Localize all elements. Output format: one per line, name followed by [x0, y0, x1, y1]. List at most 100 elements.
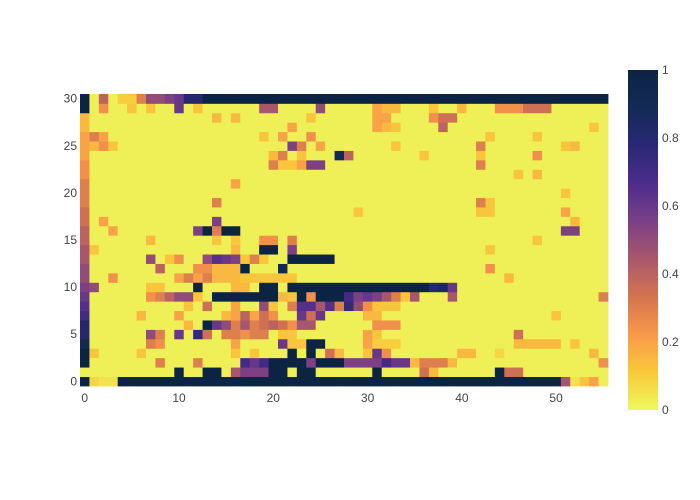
- heatmap-cell: [438, 348, 449, 359]
- heatmap-cell: [494, 197, 505, 208]
- heatmap-cell: [438, 188, 449, 199]
- heatmap-cell: [127, 291, 137, 302]
- heatmap-cell: [560, 348, 571, 359]
- heatmap-cell: [117, 103, 128, 114]
- heatmap-cell: [532, 291, 543, 302]
- heatmap-cell: [287, 159, 298, 170]
- heatmap-cell: [381, 291, 392, 302]
- heatmap-cell: [560, 178, 571, 189]
- heatmap-cell: [108, 169, 119, 180]
- heatmap-cell: [164, 282, 175, 293]
- heatmap-cell: [372, 131, 383, 142]
- heatmap-cell: [457, 169, 467, 180]
- heatmap-cell: [230, 329, 241, 340]
- heatmap-cell: [221, 244, 232, 255]
- heatmap-cell: [410, 150, 420, 161]
- heatmap-cell: [174, 207, 185, 217]
- heatmap-cell: [589, 329, 599, 340]
- heatmap-cell: [504, 197, 515, 208]
- heatmap-cell: [372, 272, 383, 283]
- heatmap-cell: [221, 310, 232, 321]
- heatmap-cell: [202, 329, 213, 340]
- heatmap-cell: [259, 338, 269, 349]
- heatmap-cell: [249, 338, 260, 349]
- heatmap-cell: [570, 197, 581, 208]
- heatmap-cell: [334, 169, 345, 180]
- heatmap-cell: [89, 310, 100, 321]
- heatmap-cell: [334, 254, 345, 264]
- heatmap-cell: [259, 310, 269, 321]
- heatmap-cell: [428, 216, 439, 227]
- heatmap-cell: [391, 310, 401, 321]
- heatmap-cell: [598, 272, 609, 283]
- heatmap-cell: [155, 207, 166, 217]
- heatmap-cell: [296, 263, 307, 274]
- heatmap-cell: [400, 263, 411, 274]
- heatmap-cell: [164, 122, 175, 133]
- heatmap-cell: [428, 357, 439, 368]
- heatmap-cell: [410, 291, 420, 302]
- heatmap-cell: [570, 150, 581, 161]
- heatmap-cell: [249, 282, 260, 293]
- heatmap-cell: [457, 207, 467, 217]
- heatmap-cell: [457, 338, 467, 349]
- heatmap-cell: [240, 376, 251, 387]
- heatmap-cell: [183, 150, 194, 161]
- heatmap-cell: [146, 348, 156, 359]
- heatmap-cell: [117, 367, 128, 377]
- heatmap-cell: [89, 207, 100, 217]
- heatmap-cell: [98, 141, 109, 151]
- heatmap-cell: [136, 301, 147, 312]
- heatmap-cell: [447, 357, 458, 368]
- heatmap-cell: [494, 329, 505, 340]
- heatmap-cell: [372, 376, 383, 387]
- heatmap-cell: [419, 282, 430, 293]
- heatmap-cell: [164, 207, 175, 217]
- heatmap-cell: [381, 197, 392, 208]
- heatmap-cell: [362, 329, 373, 340]
- heatmap-cell: [598, 282, 609, 293]
- heatmap-cell: [268, 94, 279, 104]
- heatmap-cell: [476, 320, 486, 330]
- heatmap-cell: [476, 141, 486, 151]
- heatmap-cell: [193, 207, 203, 217]
- heatmap-cell: [504, 272, 515, 283]
- heatmap-cell: [362, 320, 373, 330]
- heatmap-cell: [381, 225, 392, 236]
- heatmap-cell: [108, 188, 119, 199]
- heatmap-cell: [485, 310, 496, 321]
- heatmap-cell: [513, 141, 524, 151]
- heatmap-cell: [155, 291, 166, 302]
- heatmap-cell: [560, 94, 571, 104]
- heatmap-cell: [381, 169, 392, 180]
- heatmap-cell: [325, 291, 335, 302]
- heatmap-cell: [560, 376, 571, 387]
- heatmap-cell: [447, 263, 458, 274]
- heatmap-cell: [155, 282, 166, 293]
- heatmap-cell: [410, 103, 420, 114]
- heatmap-cell: [579, 329, 590, 340]
- heatmap-cell: [410, 188, 420, 199]
- heatmap-cell: [362, 301, 373, 312]
- heatmap-cell: [278, 188, 288, 199]
- heatmap-cell: [108, 254, 119, 264]
- heatmap-cell: [287, 235, 298, 246]
- heatmap-cell: [485, 103, 496, 114]
- heatmap-cell: [476, 188, 486, 199]
- heatmap-cell: [127, 357, 137, 368]
- heatmap-cell: [164, 94, 175, 104]
- heatmap-cell: [410, 235, 420, 246]
- colorbar-tick-label: 0: [662, 403, 669, 417]
- heatmap-cell: [542, 225, 552, 236]
- heatmap-cell: [447, 244, 458, 255]
- heatmap-cell: [259, 188, 269, 199]
- heatmap-cell: [560, 159, 571, 170]
- heatmap-cell: [164, 197, 175, 208]
- heatmap-cell: [287, 272, 298, 283]
- heatmap-cell: [419, 376, 430, 387]
- heatmap-cell: [117, 216, 128, 227]
- heatmap-cell: [230, 141, 241, 151]
- heatmap-cell: [296, 301, 307, 312]
- heatmap-cell: [240, 263, 251, 274]
- heatmap-cell: [155, 94, 166, 104]
